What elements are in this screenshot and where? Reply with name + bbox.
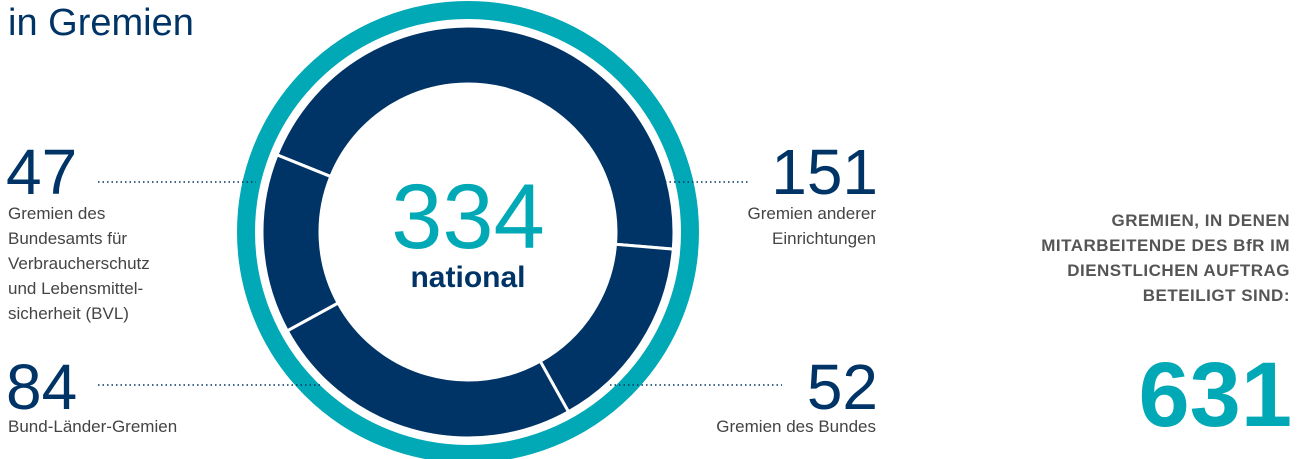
center-value: 334 xyxy=(391,166,545,268)
donut-segment xyxy=(275,24,676,251)
category-label: Verbraucherschutz xyxy=(8,254,150,273)
value-label: 151 xyxy=(771,136,878,208)
chart-title: in Gremien xyxy=(8,2,194,44)
side-text: DIENSTLICHEN AUFTRAG xyxy=(1067,261,1290,280)
donut-segment xyxy=(260,152,341,333)
side-text: GREMIEN, IN DENEN xyxy=(1111,211,1290,230)
total-value: 631 xyxy=(1139,344,1293,446)
category-label: Gremien des xyxy=(8,204,105,223)
side-text: MITARBEITENDE DES BfR IM xyxy=(1041,236,1290,255)
category-label: sicherheit (BVL) xyxy=(8,304,129,323)
donut-segment xyxy=(538,242,675,414)
value-label: 52 xyxy=(807,351,878,423)
value-label: 84 xyxy=(6,351,77,423)
category-label: und Lebensmittel- xyxy=(8,279,143,298)
outer-ring xyxy=(237,1,699,459)
category-label: Bund-Länder-Gremien xyxy=(8,417,177,436)
category-label: Bundesamts für xyxy=(8,229,127,248)
value-label: 47 xyxy=(6,136,77,208)
side-text: BETEILIGT SIND: xyxy=(1143,286,1290,305)
category-label: Gremien des Bundes xyxy=(716,417,876,436)
category-label: Gremien anderer xyxy=(747,204,876,223)
category-label: Einrichtungen xyxy=(772,229,876,248)
donut-segment xyxy=(285,300,571,440)
center-label: national xyxy=(410,261,525,294)
